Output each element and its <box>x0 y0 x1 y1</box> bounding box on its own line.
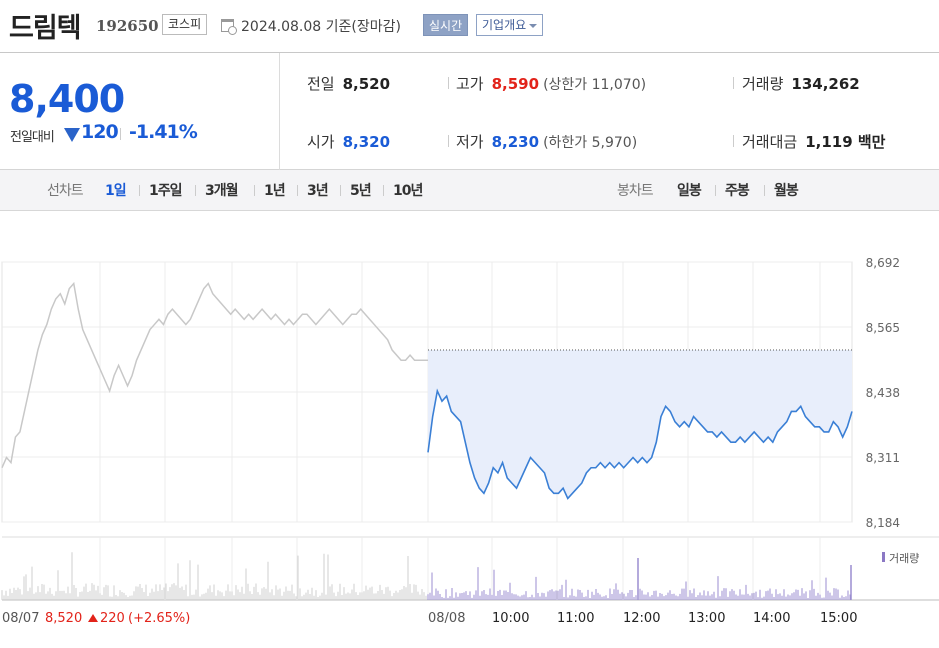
down-arrow-icon <box>64 128 80 142</box>
stat-prev-close: 전일 8,520 <box>307 73 390 94</box>
period-1d[interactable]: 1일 <box>105 183 127 199</box>
period-1y[interactable]: 1년 <box>264 183 286 199</box>
stat-low: 저가 8,230 (하한가 5,970) <box>456 131 637 152</box>
divider <box>195 185 196 196</box>
divider <box>764 185 765 196</box>
period-3y[interactable]: 3년 <box>307 183 329 199</box>
divider <box>383 185 384 196</box>
stat-value: 8,230 <box>491 133 540 151</box>
period-1w[interactable]: 1주일 <box>149 183 183 199</box>
stat-label: 저가 <box>456 133 484 151</box>
upper-limit: (상한가 11,070) <box>543 77 647 93</box>
x-tick-label: 13:00 <box>688 611 725 626</box>
x-tick-label: 11:00 <box>557 611 594 626</box>
y-tick-label: 8,184 <box>866 516 900 530</box>
stat-value: 134,262 <box>791 75 860 93</box>
series-line-today <box>427 388 853 500</box>
stat-value: 8,590 <box>491 75 540 93</box>
period-bar: 선차트 1일 1주일 3개월 1년 3년 5년 10년 봉차트 일봉 주봉 월봉 <box>0 170 939 211</box>
stat-label: 고가 <box>456 75 484 93</box>
stat-label: 거래량 <box>742 75 784 93</box>
period-5y[interactable]: 5년 <box>350 183 372 199</box>
prev-day-change: 220 <box>100 611 125 626</box>
prev-day-rate: (+2.65%) <box>128 611 190 626</box>
divider <box>448 77 449 89</box>
chevron-down-icon <box>529 23 538 28</box>
price-panel: 8,400 전일대비 120 -1.41% 전일 8,520 고가 8,590 (상한… <box>0 52 939 170</box>
divider <box>297 185 298 196</box>
divider <box>733 77 734 89</box>
line-chart-label: 선차트 <box>47 183 84 199</box>
stat-value: 8,520 <box>342 75 391 93</box>
volume-legend-label: 거래량 <box>889 552 919 565</box>
reference-date: 2024.08.08 기준(장마감) <box>241 19 401 35</box>
realtime-button[interactable]: 실시간 <box>423 14 469 36</box>
stat-amount: 거래대금 1,119 백만 <box>742 131 885 152</box>
up-arrow-icon <box>88 614 98 622</box>
market-badge: 코스피 <box>162 14 208 35</box>
series-area-today <box>428 350 852 499</box>
x-tick-label: 08/07 <box>2 611 39 626</box>
series-line-prev-day <box>1 281 428 469</box>
y-tick-label: 8,692 <box>866 256 900 270</box>
x-tick-label: 10:00 <box>492 611 529 626</box>
company-overview-label: 기업개요 <box>482 18 527 32</box>
x-tick-label: 14:00 <box>753 611 790 626</box>
stat-open: 시가 8,320 <box>307 131 390 152</box>
diff-label: 전일대비 <box>10 130 55 145</box>
calendar-clock-icon <box>221 19 237 35</box>
divider <box>340 185 341 196</box>
diff-value: 120 <box>81 121 119 143</box>
y-tick-label: 8,311 <box>866 451 900 465</box>
stock-code: 192650 <box>96 17 159 35</box>
stock-header: 드림텍 192650 코스피 2024.08.08 기준(장마감) 실시간 기업… <box>0 0 939 52</box>
x-tick-label: 15:00 <box>820 611 857 626</box>
company-overview-button[interactable]: 기업개요 <box>476 14 544 36</box>
divider <box>254 185 255 196</box>
volume-legend-swatch <box>882 552 885 562</box>
y-tick-label: 8,438 <box>866 386 900 400</box>
divider <box>733 135 734 147</box>
divider <box>715 185 716 196</box>
period-3m[interactable]: 3개월 <box>205 183 239 199</box>
candle-daily[interactable]: 일봉 <box>677 183 702 199</box>
period-10y[interactable]: 10년 <box>393 183 423 199</box>
stat-label: 전일 <box>307 75 335 93</box>
current-price: 8,400 <box>9 77 125 121</box>
divider <box>120 128 121 140</box>
stat-value: 8,320 <box>342 133 391 151</box>
y-tick-label: 8,565 <box>866 321 900 335</box>
stat-volume: 거래량 134,262 <box>742 73 860 94</box>
candle-monthly[interactable]: 월봉 <box>774 183 799 199</box>
stat-value: 1,119 백만 <box>805 133 886 151</box>
price-chart[interactable]: 8,692 8,565 8,438 8,311 8,184 거래량 08/08 10:00 11… <box>0 240 939 648</box>
x-tick-label: 12:00 <box>623 611 660 626</box>
stock-name: 드림텍 <box>9 13 82 44</box>
stat-label: 거래대금 <box>742 133 798 151</box>
x-tick-label: 08/08 <box>428 611 465 626</box>
divider <box>139 185 140 196</box>
lower-limit: (하한가 5,970) <box>543 135 638 151</box>
stat-label: 시가 <box>307 133 335 151</box>
current-price-box: 8,400 전일대비 120 -1.41% <box>0 53 280 170</box>
price-chart-svg: 8,692 8,565 8,438 8,311 8,184 거래량 08/08 10:00 11… <box>1 256 939 626</box>
diff-rate: -1.41% <box>129 121 198 143</box>
candle-weekly[interactable]: 주봉 <box>725 183 750 199</box>
stat-high: 고가 8,590 (상한가 11,070) <box>456 73 646 94</box>
prev-day-close: 8,520 <box>45 611 82 626</box>
divider <box>448 135 449 147</box>
candle-chart-label: 봉차트 <box>617 183 654 199</box>
